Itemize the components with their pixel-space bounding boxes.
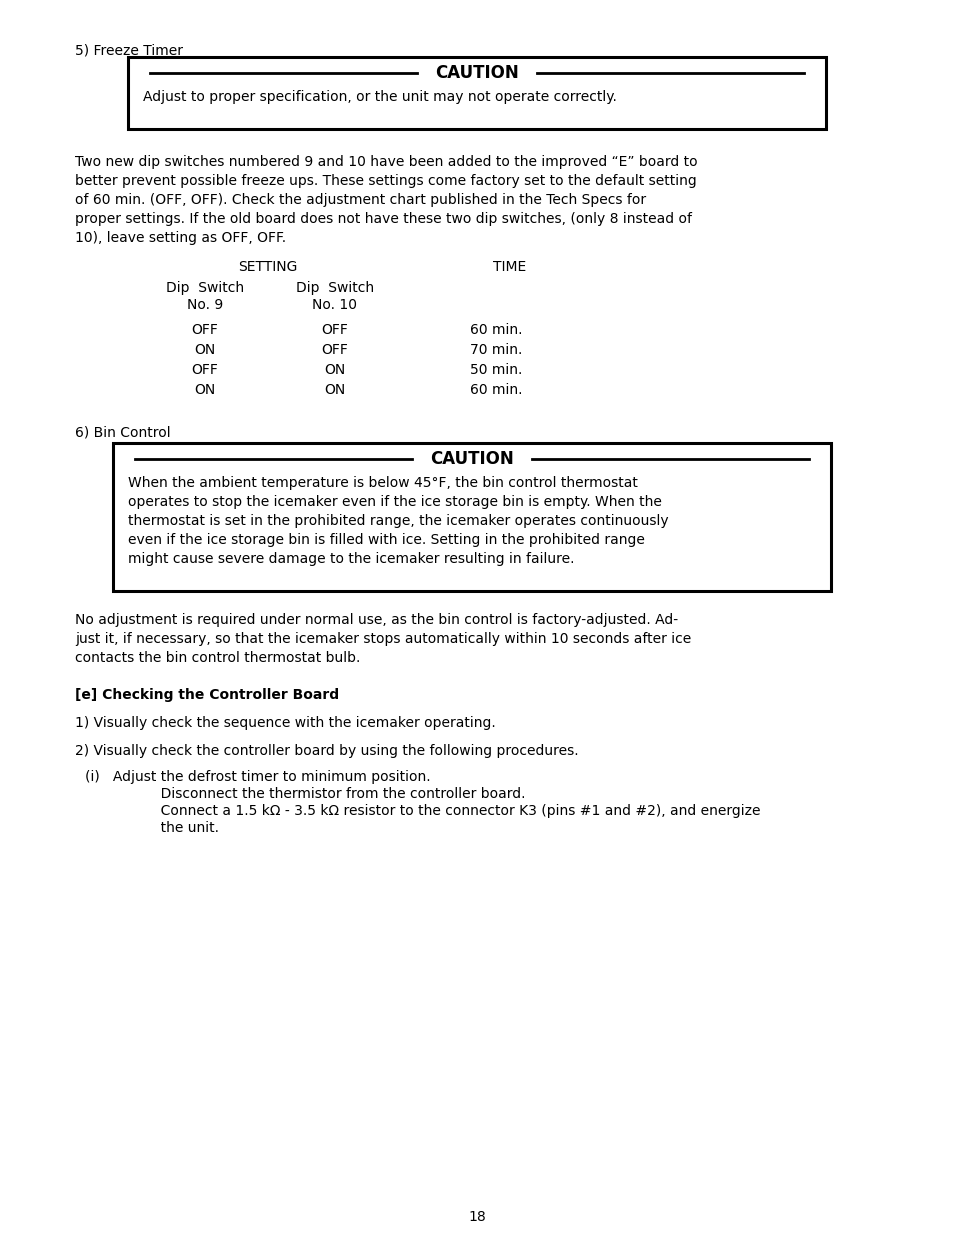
- Text: 5) Freeze Timer: 5) Freeze Timer: [75, 43, 183, 57]
- Text: (i)   Adjust the defrost timer to minimum position.: (i) Adjust the defrost timer to minimum …: [85, 769, 430, 784]
- Text: No. 10: No. 10: [313, 298, 357, 312]
- Text: When the ambient temperature is below 45°F, the bin control thermostat: When the ambient temperature is below 45…: [128, 475, 638, 490]
- Text: might cause severe damage to the icemaker resulting in failure.: might cause severe damage to the icemake…: [128, 552, 574, 566]
- Text: 10), leave setting as OFF, OFF.: 10), leave setting as OFF, OFF.: [75, 231, 286, 245]
- Text: even if the ice storage bin is filled with ice. Setting in the prohibited range: even if the ice storage bin is filled wi…: [128, 534, 644, 547]
- Text: 60 min.: 60 min.: [470, 324, 522, 337]
- Text: of 60 min. (OFF, OFF). Check the adjustment chart published in the Tech Specs fo: of 60 min. (OFF, OFF). Check the adjustm…: [75, 193, 645, 207]
- Text: Disconnect the thermistor from the controller board.: Disconnect the thermistor from the contr…: [130, 787, 525, 802]
- Text: CAUTION: CAUTION: [435, 64, 518, 82]
- Text: ON: ON: [324, 383, 345, 396]
- Text: SETTING: SETTING: [238, 261, 297, 274]
- Text: Adjust to proper specification, or the unit may not operate correctly.: Adjust to proper specification, or the u…: [143, 90, 617, 104]
- Text: TIME: TIME: [493, 261, 526, 274]
- Text: 70 min.: 70 min.: [470, 343, 522, 357]
- Text: better prevent possible freeze ups. These settings come factory set to the defau: better prevent possible freeze ups. Thes…: [75, 174, 696, 188]
- Text: 50 min.: 50 min.: [470, 363, 522, 377]
- Text: proper settings. If the old board does not have these two dip switches, (only 8 : proper settings. If the old board does n…: [75, 212, 691, 226]
- Text: 60 min.: 60 min.: [470, 383, 522, 396]
- Text: 2) Visually check the controller board by using the following procedures.: 2) Visually check the controller board b…: [75, 743, 578, 758]
- Text: just it, if necessary, so that the icemaker stops automatically within 10 second: just it, if necessary, so that the icema…: [75, 632, 691, 646]
- Text: 18: 18: [468, 1210, 485, 1224]
- Text: No. 9: No. 9: [187, 298, 223, 312]
- Text: operates to stop the icemaker even if the ice storage bin is empty. When the: operates to stop the icemaker even if th…: [128, 495, 661, 509]
- Text: OFF: OFF: [321, 343, 348, 357]
- Text: ON: ON: [194, 383, 215, 396]
- Text: ON: ON: [324, 363, 345, 377]
- Text: OFF: OFF: [192, 363, 218, 377]
- Text: ON: ON: [194, 343, 215, 357]
- Text: [e] Checking the Controller Board: [e] Checking the Controller Board: [75, 688, 338, 701]
- Text: the unit.: the unit.: [130, 821, 219, 835]
- Text: 1) Visually check the sequence with the icemaker operating.: 1) Visually check the sequence with the …: [75, 716, 496, 730]
- Text: No adjustment is required under normal use, as the bin control is factory-adjust: No adjustment is required under normal u…: [75, 613, 678, 627]
- Text: OFF: OFF: [192, 324, 218, 337]
- Text: Two new dip switches numbered 9 and 10 have been added to the improved “E” board: Two new dip switches numbered 9 and 10 h…: [75, 156, 697, 169]
- Bar: [128, 57, 825, 128]
- Text: contacts the bin control thermostat bulb.: contacts the bin control thermostat bulb…: [75, 651, 360, 664]
- Text: Connect a 1.5 kΩ - 3.5 kΩ resistor to the connector K3 (pins #1 and #2), and ene: Connect a 1.5 kΩ - 3.5 kΩ resistor to th…: [130, 804, 760, 818]
- Text: Dip  Switch: Dip Switch: [166, 282, 244, 295]
- Text: thermostat is set in the prohibited range, the icemaker operates continuously: thermostat is set in the prohibited rang…: [128, 514, 668, 529]
- Text: Dip  Switch: Dip Switch: [295, 282, 374, 295]
- Text: OFF: OFF: [321, 324, 348, 337]
- Text: 6) Bin Control: 6) Bin Control: [75, 425, 171, 438]
- Text: CAUTION: CAUTION: [430, 450, 514, 468]
- Bar: [112, 443, 830, 592]
